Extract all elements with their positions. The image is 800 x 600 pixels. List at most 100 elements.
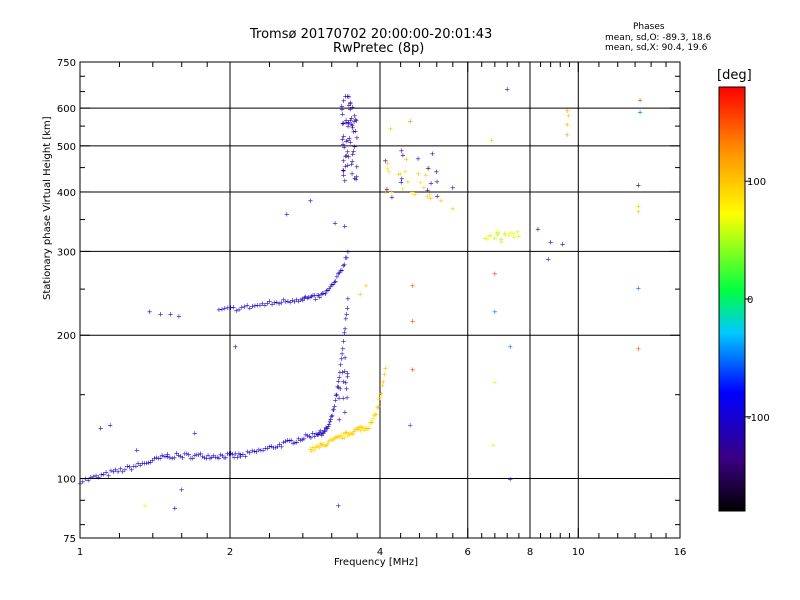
echo-point: +	[117, 465, 123, 473]
echo-point: +	[230, 451, 236, 459]
echo-point: +	[192, 429, 198, 437]
echo-point: +	[433, 168, 439, 176]
echo-point: +	[267, 443, 273, 451]
echo-point: +	[545, 255, 551, 263]
echo-point: +	[205, 451, 211, 459]
echo-point: +	[300, 295, 306, 303]
echo-point: +	[319, 441, 325, 449]
echo-point: +	[338, 267, 344, 275]
echo-point: +	[332, 435, 338, 443]
echo-point: +	[298, 296, 304, 304]
echo-point: +	[366, 425, 372, 433]
echo-point: +	[223, 454, 229, 462]
echo-point: +	[337, 369, 343, 377]
echo-point: +	[264, 445, 270, 453]
echo-point: +	[124, 463, 130, 471]
echo-point: +	[323, 441, 329, 449]
echo-point: +	[635, 284, 641, 292]
echo-point: +	[380, 378, 386, 386]
echo-point: +	[284, 211, 290, 219]
echo-point: +	[345, 161, 351, 169]
echo-point: +	[505, 232, 511, 240]
echo-point: +	[343, 254, 349, 262]
echo-point: +	[340, 135, 346, 143]
echo-point: +	[323, 424, 329, 432]
echo-point: +	[281, 296, 287, 304]
echo-point: +	[332, 402, 338, 410]
echo-point: +	[285, 298, 291, 306]
echo-point: +	[428, 194, 434, 202]
echo-point: +	[560, 240, 566, 248]
echo-point: +	[234, 453, 240, 461]
echo-point: +	[236, 450, 242, 458]
echo-point: +	[155, 455, 161, 463]
echo-point: +	[328, 415, 334, 423]
echo-point: +	[385, 165, 391, 173]
echo-point: +	[178, 452, 184, 460]
echo-point: +	[149, 456, 155, 464]
echo-point: +	[304, 295, 310, 303]
echo-point: +	[260, 300, 266, 308]
echo-point: +	[271, 299, 277, 307]
echo-point: +	[347, 431, 353, 439]
echo-point: +	[200, 453, 206, 461]
echo-point: +	[344, 92, 350, 100]
echo-point: +	[354, 173, 360, 181]
echo-point: +	[508, 229, 514, 237]
echo-point: +	[221, 454, 227, 462]
echo-point: +	[350, 430, 356, 438]
echo-point: +	[357, 423, 363, 431]
echo-point: +	[494, 229, 500, 237]
echo-point: +	[340, 345, 346, 353]
echo-point: +	[418, 178, 424, 186]
echo-point: +	[450, 205, 456, 213]
echo-point: +	[337, 385, 343, 393]
echo-point: +	[341, 172, 347, 180]
echo-point: +	[342, 434, 348, 442]
x-tick-label: 6	[465, 547, 471, 558]
echo-point: +	[358, 424, 364, 432]
echo-point: +	[184, 450, 190, 458]
echo-point: +	[129, 466, 135, 474]
echo-point: +	[345, 432, 351, 440]
echo-point: +	[242, 303, 248, 311]
echo-point: +	[341, 261, 347, 269]
echo-point: +	[369, 419, 375, 427]
echo-point: +	[238, 453, 244, 461]
echo-point: +	[322, 427, 328, 435]
echo-point: +	[349, 157, 355, 165]
echo-point: +	[321, 430, 327, 438]
echo-point: +	[339, 105, 345, 113]
echo-point: +	[133, 463, 139, 471]
echo-point: +	[311, 432, 317, 440]
echo-point: +	[344, 394, 350, 402]
echo-point: +	[346, 93, 352, 101]
echo-point: +	[262, 445, 268, 453]
echo-point: +	[340, 394, 346, 402]
echo-point: +	[169, 454, 175, 462]
echo-point: +	[332, 220, 338, 228]
echo-point: +	[194, 451, 200, 459]
echo-point: +	[326, 438, 332, 446]
chart-title: Tromsø 20170702 20:00:00-20:01:43	[250, 27, 493, 42]
echo-point: +	[354, 134, 360, 142]
echo-point: +	[219, 306, 225, 314]
echo-point: +	[98, 424, 104, 432]
echo-point: +	[120, 468, 126, 476]
echo-point: +	[348, 116, 354, 124]
echo-point: +	[321, 440, 327, 448]
echo-point: +	[349, 170, 355, 178]
echo-point: +	[359, 424, 365, 432]
chart-subtitle: RwPretec (8p)	[333, 41, 425, 56]
echo-point: +	[319, 432, 325, 440]
echo-point: +	[91, 473, 97, 481]
echo-point: +	[564, 121, 570, 129]
echo-point: +	[174, 450, 180, 458]
echo-point: +	[212, 453, 218, 461]
echo-point: +	[345, 369, 351, 377]
echo-point: +	[165, 453, 171, 461]
echo-point: +	[257, 301, 263, 309]
echo-point: +	[131, 463, 137, 471]
echo-point: +	[317, 427, 323, 435]
echo-point: +	[139, 459, 145, 467]
